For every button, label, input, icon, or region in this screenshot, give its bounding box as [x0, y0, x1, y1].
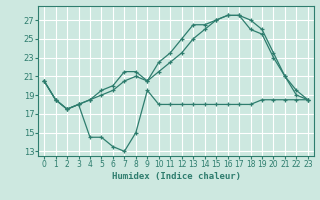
X-axis label: Humidex (Indice chaleur): Humidex (Indice chaleur): [111, 172, 241, 181]
